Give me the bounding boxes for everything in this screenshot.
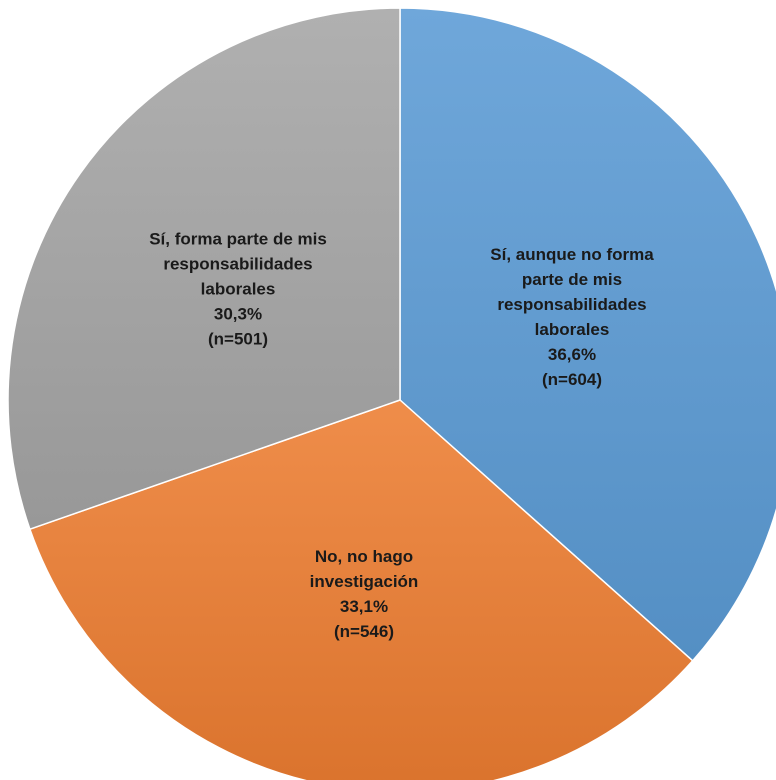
- slice-label-line: (n=501): [208, 329, 268, 348]
- pie-data-labels: Sí, aunque no forma parte de mis responsab…: [149, 229, 654, 641]
- slice-label-line: Sí, aunque no forma: [490, 245, 654, 264]
- slice-label-line: Sí, forma parte de mis: [149, 229, 327, 248]
- slice-label-line: investigación: [310, 572, 419, 591]
- pie-slice: [28, 399, 694, 780]
- slice-label-line: No, no hago: [315, 547, 413, 566]
- slice-label-line: 33,1%: [340, 597, 388, 616]
- pie-slice: [399, 7, 776, 662]
- slice-data-label: Sí, forma parte de mis responsabilidades l…: [149, 229, 327, 348]
- slice-data-label: Sí, aunque no forma parte de mis responsab…: [490, 245, 654, 389]
- slice-label-line: (n=546): [334, 622, 394, 641]
- slice-label-line: 36,6%: [548, 345, 596, 364]
- slice-data-label: No, no hago investigación 33,1% (n=546): [310, 547, 419, 641]
- slice-label-line: responsabilidades: [497, 295, 646, 314]
- pie-slices: [7, 7, 776, 780]
- slice-label-line: laborales: [201, 279, 276, 298]
- slice-label-line: responsabilidades: [163, 254, 312, 273]
- pie-slice: [7, 7, 401, 531]
- slice-label-line: 30,3%: [214, 304, 262, 323]
- slice-label-line: parte de mis: [522, 270, 622, 289]
- slice-label-line: laborales: [535, 320, 610, 339]
- slice-label-line: (n=604): [542, 370, 602, 389]
